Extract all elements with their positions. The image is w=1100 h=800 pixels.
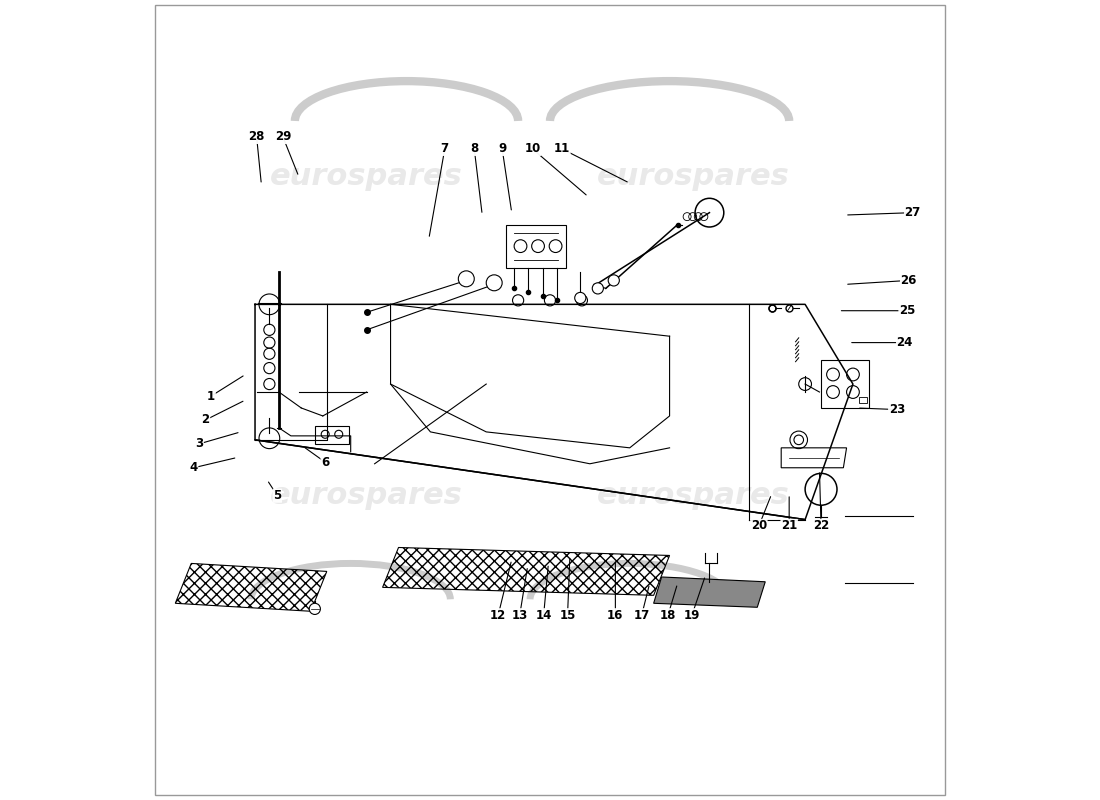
Text: 11: 11	[553, 142, 570, 155]
Text: 3: 3	[195, 438, 204, 450]
Text: 20: 20	[750, 519, 767, 533]
Circle shape	[486, 275, 503, 290]
Text: 22: 22	[813, 519, 829, 533]
Text: 28: 28	[249, 130, 265, 143]
Text: 23: 23	[889, 403, 905, 416]
Circle shape	[309, 603, 320, 614]
Text: 19: 19	[684, 609, 700, 622]
Text: 8: 8	[470, 142, 478, 155]
Text: 16: 16	[607, 609, 624, 622]
Text: 29: 29	[275, 130, 292, 143]
Text: 21: 21	[781, 519, 798, 533]
Text: 27: 27	[904, 206, 921, 219]
Text: 7: 7	[441, 142, 449, 155]
Text: eurospares: eurospares	[271, 481, 463, 510]
Circle shape	[608, 275, 619, 286]
Text: 2: 2	[201, 414, 210, 426]
Circle shape	[592, 283, 604, 294]
Text: 12: 12	[491, 609, 506, 622]
Text: 10: 10	[525, 142, 540, 155]
Polygon shape	[653, 577, 766, 607]
Text: 18: 18	[660, 609, 676, 622]
Text: 5: 5	[273, 489, 282, 502]
Text: eurospares: eurospares	[271, 162, 463, 191]
Text: 26: 26	[901, 274, 917, 287]
Text: eurospares: eurospares	[597, 481, 790, 510]
Text: 9: 9	[498, 142, 506, 155]
Text: 24: 24	[896, 336, 913, 349]
Text: eurospares: eurospares	[597, 162, 790, 191]
Text: 4: 4	[189, 462, 198, 474]
Text: 17: 17	[634, 609, 650, 622]
Text: 25: 25	[899, 304, 915, 318]
Text: 13: 13	[512, 609, 528, 622]
Circle shape	[459, 271, 474, 286]
Text: 15: 15	[560, 609, 575, 622]
Text: 14: 14	[536, 609, 552, 622]
Text: 1: 1	[207, 390, 216, 402]
Text: 6: 6	[321, 456, 329, 469]
Circle shape	[574, 292, 586, 303]
